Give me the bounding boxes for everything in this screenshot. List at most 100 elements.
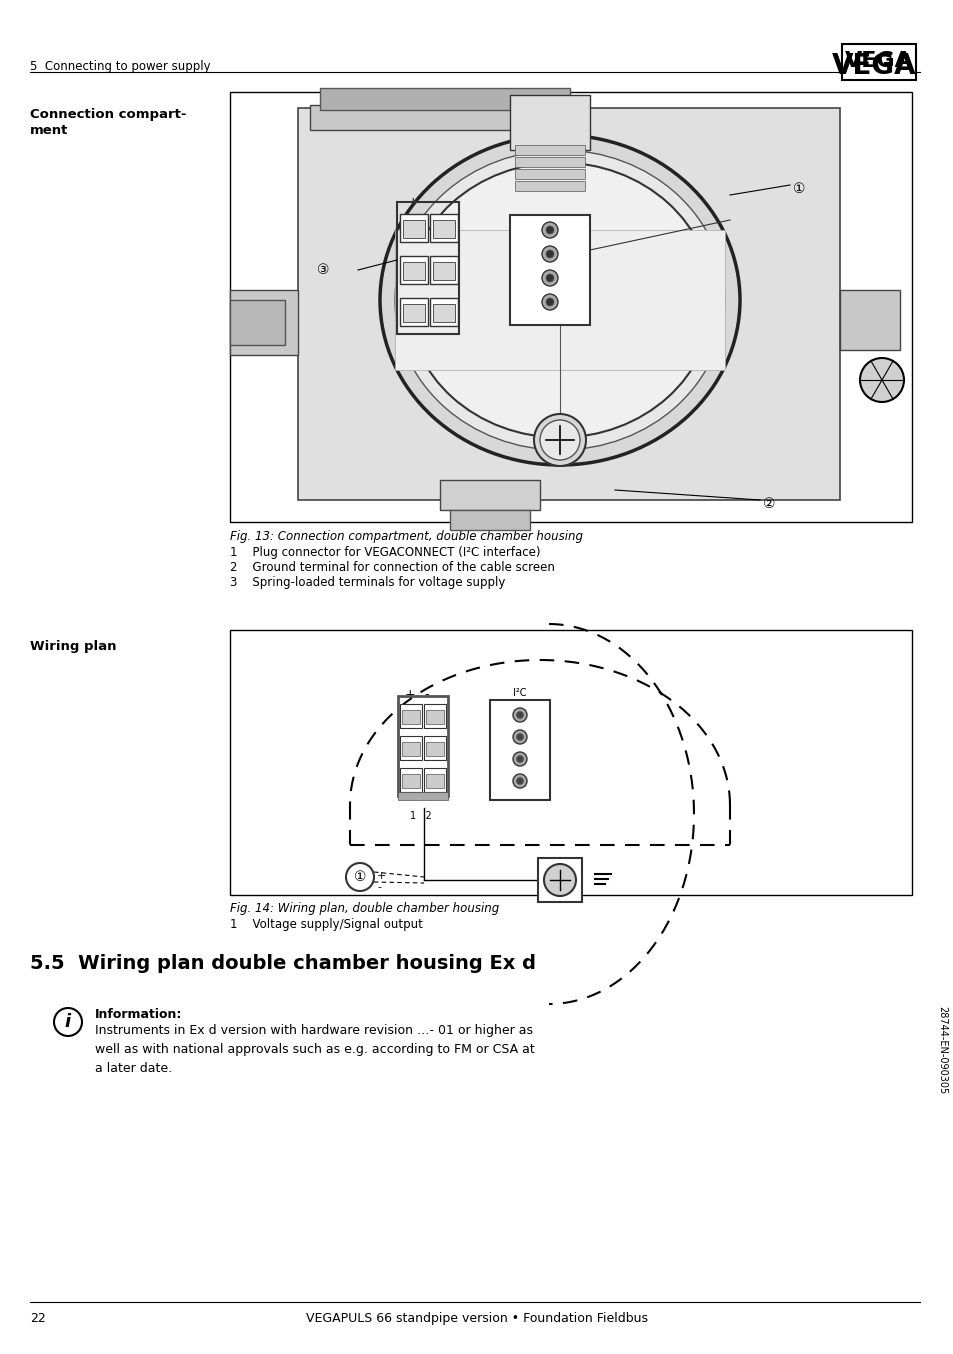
Text: 1  2: 1 2 — [405, 348, 423, 357]
FancyBboxPatch shape — [433, 263, 455, 280]
Text: 3    Spring-loaded terminals for voltage supply: 3 Spring-loaded terminals for voltage su… — [230, 575, 505, 589]
FancyBboxPatch shape — [401, 742, 419, 756]
Text: ①: ① — [792, 181, 804, 196]
FancyBboxPatch shape — [840, 290, 899, 349]
FancyBboxPatch shape — [399, 768, 421, 792]
FancyBboxPatch shape — [230, 92, 911, 523]
FancyBboxPatch shape — [515, 157, 584, 167]
FancyBboxPatch shape — [297, 108, 840, 500]
Circle shape — [541, 294, 558, 310]
Text: +: + — [376, 871, 386, 881]
Text: 5  Connecting to power supply: 5 Connecting to power supply — [30, 60, 211, 73]
FancyBboxPatch shape — [537, 858, 581, 902]
FancyBboxPatch shape — [402, 305, 424, 322]
FancyBboxPatch shape — [426, 709, 443, 724]
Text: Information:: Information: — [95, 1007, 182, 1021]
FancyBboxPatch shape — [510, 215, 589, 325]
Text: ③: ③ — [316, 263, 329, 278]
Text: ①: ① — [354, 871, 366, 884]
FancyBboxPatch shape — [397, 792, 448, 800]
FancyBboxPatch shape — [490, 700, 550, 800]
FancyBboxPatch shape — [402, 263, 424, 280]
Text: i: i — [65, 1013, 71, 1030]
FancyBboxPatch shape — [430, 214, 457, 242]
FancyBboxPatch shape — [399, 256, 428, 284]
FancyBboxPatch shape — [401, 709, 419, 724]
Circle shape — [541, 222, 558, 238]
FancyBboxPatch shape — [230, 630, 911, 895]
FancyBboxPatch shape — [515, 145, 584, 154]
Text: +: + — [408, 196, 418, 209]
FancyBboxPatch shape — [430, 298, 457, 326]
Text: -: - — [376, 881, 380, 892]
FancyBboxPatch shape — [515, 181, 584, 191]
Text: -: - — [428, 196, 432, 209]
Text: Connection compart-: Connection compart- — [30, 108, 186, 121]
Ellipse shape — [407, 162, 712, 437]
Text: I²C: I²C — [542, 334, 557, 345]
FancyBboxPatch shape — [230, 301, 285, 345]
FancyBboxPatch shape — [510, 95, 589, 150]
Text: 28744-EN-090305: 28744-EN-090305 — [936, 1006, 946, 1094]
Text: 1    Plug connector for VEGACONNECT (I²C interface): 1 Plug connector for VEGACONNECT (I²C in… — [230, 546, 540, 559]
Text: 22: 22 — [30, 1312, 46, 1326]
Circle shape — [516, 756, 523, 762]
FancyBboxPatch shape — [310, 106, 579, 130]
Circle shape — [543, 864, 576, 896]
Circle shape — [541, 246, 558, 263]
Circle shape — [346, 862, 374, 891]
FancyBboxPatch shape — [402, 219, 424, 238]
FancyBboxPatch shape — [841, 43, 915, 80]
Text: ②: ② — [762, 497, 775, 510]
FancyBboxPatch shape — [319, 88, 569, 110]
Text: ment: ment — [30, 125, 69, 137]
Ellipse shape — [395, 150, 724, 450]
Text: I²C: I²C — [513, 688, 526, 699]
FancyBboxPatch shape — [515, 169, 584, 179]
Text: +: + — [405, 688, 416, 701]
Text: VEGA: VEGA — [830, 51, 915, 80]
Text: Instruments in Ex d version with hardware revision …- 01 or higher as
well as wi: Instruments in Ex d version with hardwar… — [95, 1024, 535, 1075]
FancyBboxPatch shape — [395, 230, 724, 370]
FancyBboxPatch shape — [439, 481, 539, 510]
FancyBboxPatch shape — [230, 290, 297, 355]
Circle shape — [54, 1007, 82, 1036]
Circle shape — [513, 708, 526, 722]
Circle shape — [541, 269, 558, 286]
FancyBboxPatch shape — [423, 737, 446, 760]
FancyBboxPatch shape — [399, 704, 421, 728]
Text: Fig. 13: Connection compartment, double chamber housing: Fig. 13: Connection compartment, double … — [230, 529, 582, 543]
Circle shape — [516, 777, 523, 784]
Text: -: - — [423, 688, 428, 701]
FancyBboxPatch shape — [426, 774, 443, 788]
FancyBboxPatch shape — [423, 704, 446, 728]
Circle shape — [513, 751, 526, 766]
FancyBboxPatch shape — [433, 219, 455, 238]
Circle shape — [513, 774, 526, 788]
FancyBboxPatch shape — [399, 298, 428, 326]
Text: VEGA: VEGA — [844, 51, 912, 70]
FancyBboxPatch shape — [430, 256, 457, 284]
Text: 5.5  Wiring plan double chamber housing Ex d: 5.5 Wiring plan double chamber housing E… — [30, 955, 536, 974]
Text: VEGAPULS 66 standpipe version • Foundation Fieldbus: VEGAPULS 66 standpipe version • Foundati… — [306, 1312, 647, 1326]
Ellipse shape — [379, 135, 740, 464]
FancyBboxPatch shape — [450, 510, 530, 529]
FancyBboxPatch shape — [423, 768, 446, 792]
Text: 1   2: 1 2 — [410, 811, 432, 821]
FancyBboxPatch shape — [426, 742, 443, 756]
Text: Fig. 14: Wiring plan, double chamber housing: Fig. 14: Wiring plan, double chamber hou… — [230, 902, 498, 915]
Text: 2    Ground terminal for connection of the cable screen: 2 Ground terminal for connection of the … — [230, 561, 555, 574]
FancyBboxPatch shape — [433, 305, 455, 322]
Circle shape — [516, 734, 523, 741]
Text: 1    Voltage supply/Signal output: 1 Voltage supply/Signal output — [230, 918, 422, 932]
Circle shape — [859, 357, 903, 402]
FancyBboxPatch shape — [399, 214, 428, 242]
Circle shape — [513, 730, 526, 743]
Circle shape — [545, 298, 554, 306]
Text: Wiring plan: Wiring plan — [30, 640, 116, 653]
Circle shape — [545, 226, 554, 234]
Circle shape — [516, 711, 523, 719]
Circle shape — [545, 274, 554, 282]
Circle shape — [534, 414, 585, 466]
FancyBboxPatch shape — [399, 737, 421, 760]
